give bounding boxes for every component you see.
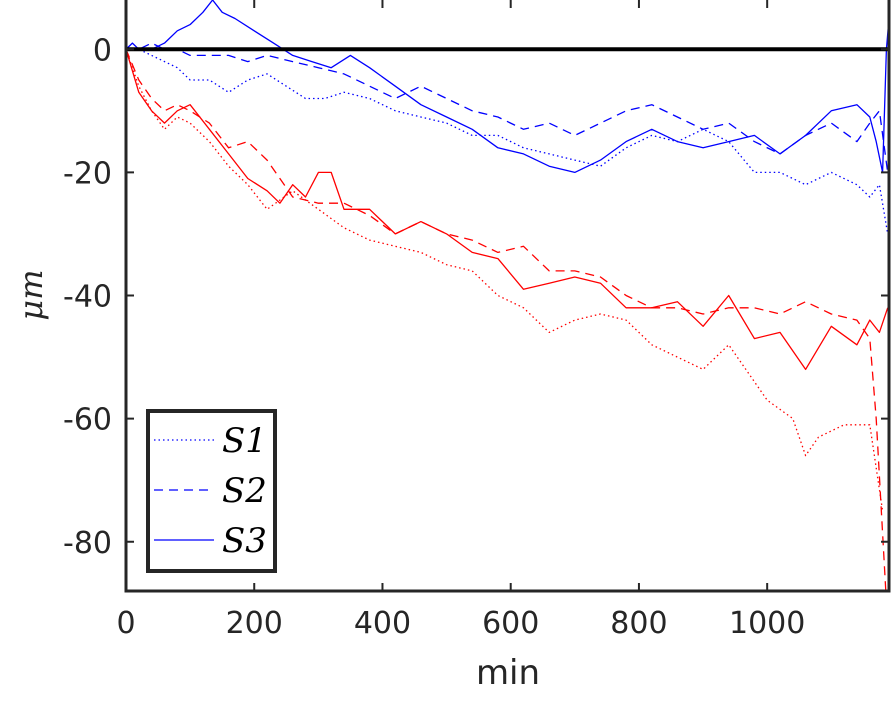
series-line-red-s2 xyxy=(125,49,887,592)
y-axis-label: μm xyxy=(12,269,50,320)
x-tick-label: 0 xyxy=(116,606,135,641)
legend-box xyxy=(146,409,277,573)
x-tick-label: 1000 xyxy=(729,606,805,641)
y-tick-label: -80 xyxy=(63,526,112,561)
y-tick-label: -60 xyxy=(63,403,112,438)
series-line-red-s3 xyxy=(125,49,889,371)
y-tick-label: -40 xyxy=(63,280,112,315)
x-tick-label: 600 xyxy=(482,606,539,641)
series-line-blue-s1 xyxy=(126,48,889,235)
ticks-layer: 0 200 400 600 800 1000 0 -20 -40 -60 -80 xyxy=(63,0,889,641)
x-tick-label: 400 xyxy=(354,606,411,641)
series-layer xyxy=(125,0,890,592)
legend-label-s1: S1 xyxy=(222,421,267,461)
legend: S1 S2 S3 xyxy=(146,409,277,573)
legend-label-s2: S2 xyxy=(222,471,267,511)
x-tick-label: 800 xyxy=(610,606,667,641)
series-line-blue-s3 xyxy=(125,0,890,174)
legend-label-s3: S3 xyxy=(222,521,267,561)
y-tick-label: 0 xyxy=(93,33,112,68)
y-tick-label: -20 xyxy=(63,156,112,191)
series-line-blue-s2 xyxy=(126,42,889,173)
x-tick-label: 200 xyxy=(226,606,283,641)
x-axis-label: min xyxy=(476,653,540,693)
